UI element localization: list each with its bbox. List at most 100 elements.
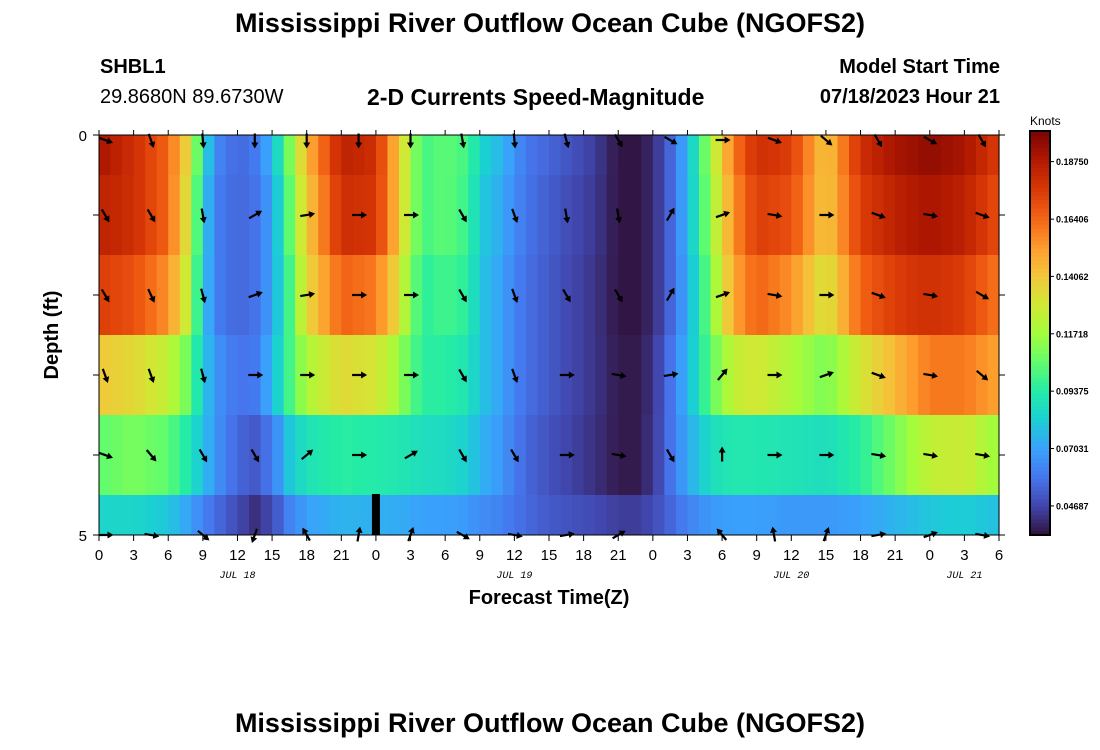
- heatmap-cell: [491, 495, 504, 536]
- current-arrow: [873, 133, 883, 148]
- heatmap-cell: [849, 415, 862, 496]
- colorbar-segment: [1030, 429, 1050, 435]
- heatmap-cell: [895, 175, 908, 256]
- current-arrow: [300, 449, 314, 461]
- heatmap-cell: [549, 495, 562, 536]
- colorbar-segment: [1030, 288, 1050, 294]
- heatmap-cell: [895, 495, 908, 536]
- colorbar-segment: [1030, 139, 1050, 144]
- current-arrow: [300, 371, 316, 379]
- heatmap-cell: [745, 175, 758, 256]
- heatmap-cell: [583, 335, 596, 416]
- heatmap-cell: [837, 495, 850, 536]
- current-arrow: [562, 288, 571, 303]
- heatmap-cell: [652, 175, 665, 256]
- y-tick-label: 0: [79, 128, 87, 145]
- heatmap-cell: [329, 335, 342, 416]
- heatmap-cell: [952, 335, 965, 416]
- heatmap-cell: [329, 135, 342, 176]
- colorbar-segment: [1030, 328, 1050, 334]
- heatmap-cell: [479, 495, 492, 536]
- colorbar-segment: [1030, 333, 1050, 338]
- heatmap-cell: [525, 255, 539, 336]
- heatmap-cell: [549, 415, 562, 496]
- x-axis-label: Forecast Time(Z): [469, 587, 630, 609]
- heatmap-cell: [260, 135, 273, 176]
- heatmap-cell: [791, 335, 804, 416]
- current-arrow: [819, 291, 835, 299]
- heatmap-cell: [906, 135, 919, 176]
- heatmap-cell: [168, 495, 181, 536]
- heatmap-cell: [791, 495, 804, 536]
- heatmap-cell: [479, 175, 492, 256]
- heatmap-cell: [341, 175, 354, 256]
- heatmap-cell: [479, 415, 492, 496]
- heatmap-cell: [375, 335, 389, 416]
- heatmap-cell: [560, 495, 573, 536]
- colorbar-segment: [1030, 163, 1050, 168]
- colorbar-segment: [1030, 530, 1050, 536]
- heatmap-cell: [387, 495, 400, 536]
- heatmap-cell: [595, 255, 608, 336]
- heatmap-cell: [225, 415, 239, 496]
- x-tick-label: 3: [683, 547, 691, 564]
- heatmap-cell: [629, 135, 642, 176]
- heatmap-cell: [156, 135, 169, 176]
- heatmap-cell: [895, 255, 908, 336]
- colorbar-segment: [1030, 268, 1050, 273]
- current-arrow: [404, 291, 419, 299]
- colorbar-segment: [1030, 179, 1050, 185]
- heatmap-cell: [814, 335, 827, 416]
- heatmap-cell: [502, 255, 515, 336]
- heatmap-cell: [675, 495, 689, 536]
- heatmap-cell: [283, 175, 296, 256]
- heatmap-cell: [779, 175, 792, 256]
- current-arrow: [611, 372, 627, 379]
- heatmap-cell: [491, 175, 504, 256]
- current-arrow: [355, 133, 363, 149]
- heatmap-cell: [318, 255, 331, 336]
- colorbar-segment: [1030, 320, 1050, 326]
- heatmap-cell: [549, 175, 562, 256]
- heatmap-cell: [479, 335, 492, 416]
- heatmap-cell: [952, 415, 965, 496]
- heatmap-cell: [514, 255, 527, 336]
- heatmap-cell: [918, 135, 931, 176]
- x-tick-label: 6: [718, 547, 726, 564]
- heatmap-cell: [733, 175, 746, 256]
- x-tick-label: 21: [333, 547, 350, 564]
- colorbar-segment: [1030, 135, 1050, 140]
- current-arrow: [248, 290, 263, 299]
- heatmap-cell: [883, 495, 896, 536]
- x-tick-label: 12: [783, 547, 800, 564]
- colorbar-segment: [1030, 292, 1050, 298]
- heatmap-cell: [756, 255, 769, 336]
- heatmap-cell: [699, 335, 712, 416]
- heatmap-cell: [849, 335, 862, 416]
- heatmap-cell: [445, 495, 458, 536]
- heatmap-cell: [952, 495, 965, 536]
- colorbar-segment: [1030, 280, 1050, 286]
- heatmap-cell: [249, 495, 262, 536]
- heatmap-cell: [341, 135, 354, 176]
- heatmap-cell: [641, 335, 654, 416]
- colorbar-segment: [1030, 514, 1050, 520]
- heatmap-cell: [664, 135, 677, 176]
- heatmap-cell: [941, 135, 954, 176]
- heatmap-cell: [341, 255, 354, 336]
- heatmap-cell: [825, 135, 839, 176]
- x-tick-label: 18: [852, 547, 869, 564]
- heatmap-cell: [202, 335, 215, 416]
- x-tick-label: 0: [926, 547, 934, 564]
- heatmap-cell: [756, 175, 769, 256]
- heatmap-cell: [202, 175, 215, 256]
- colorbar-segment: [1030, 434, 1050, 439]
- heatmap-cell: [514, 495, 527, 536]
- heatmap-cell: [179, 135, 192, 176]
- heatmap-cell: [156, 335, 169, 416]
- heatmap-cell: [468, 175, 481, 256]
- colorbar-segment: [1030, 131, 1050, 136]
- colorbar-segment: [1030, 171, 1050, 176]
- heatmap-cell: [468, 415, 481, 496]
- colorbar-segment: [1030, 353, 1050, 358]
